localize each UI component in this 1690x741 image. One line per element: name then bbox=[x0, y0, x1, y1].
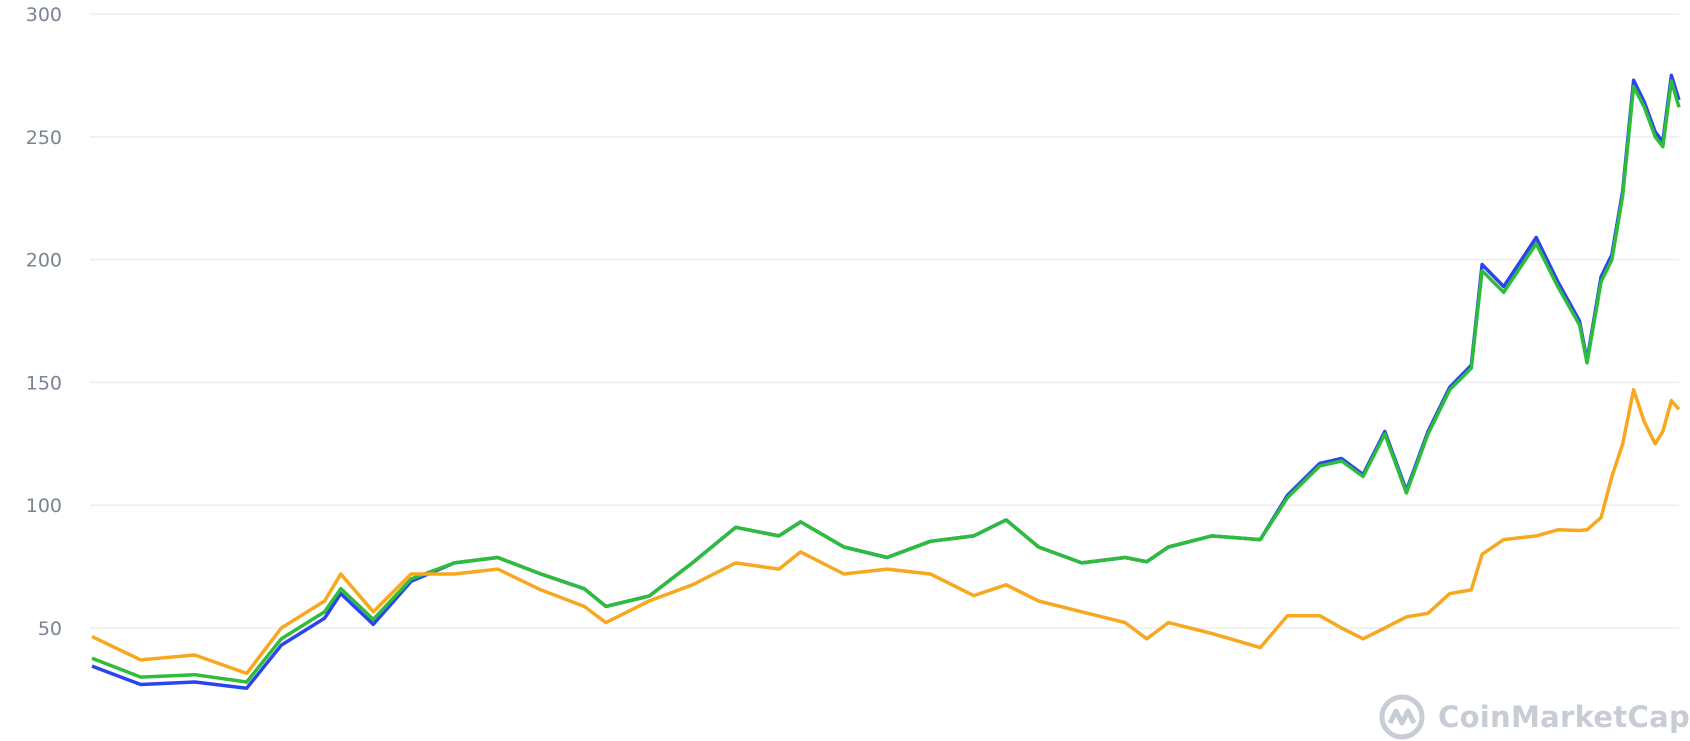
series-lines bbox=[91, 73, 1681, 690]
coinmarketcap-logo-icon bbox=[1379, 694, 1425, 740]
series-line-1 bbox=[91, 79, 1681, 684]
watermark-text: CoinMarketCap bbox=[1438, 700, 1690, 734]
watermark: CoinMarketCap bbox=[1378, 693, 1690, 741]
series-line-2 bbox=[91, 388, 1681, 676]
y-tick-label: 250 bbox=[26, 127, 62, 149]
y-tick-label: 150 bbox=[26, 372, 62, 394]
y-tick-label: 300 bbox=[26, 4, 62, 26]
y-axis-ticks: 050100150200250300 bbox=[26, 4, 62, 640]
y-tick-label: 200 bbox=[26, 250, 62, 272]
y-tick-label: 100 bbox=[26, 495, 62, 517]
gridlines bbox=[90, 13, 1679, 629]
y-tick-label: 50 bbox=[38, 618, 62, 640]
